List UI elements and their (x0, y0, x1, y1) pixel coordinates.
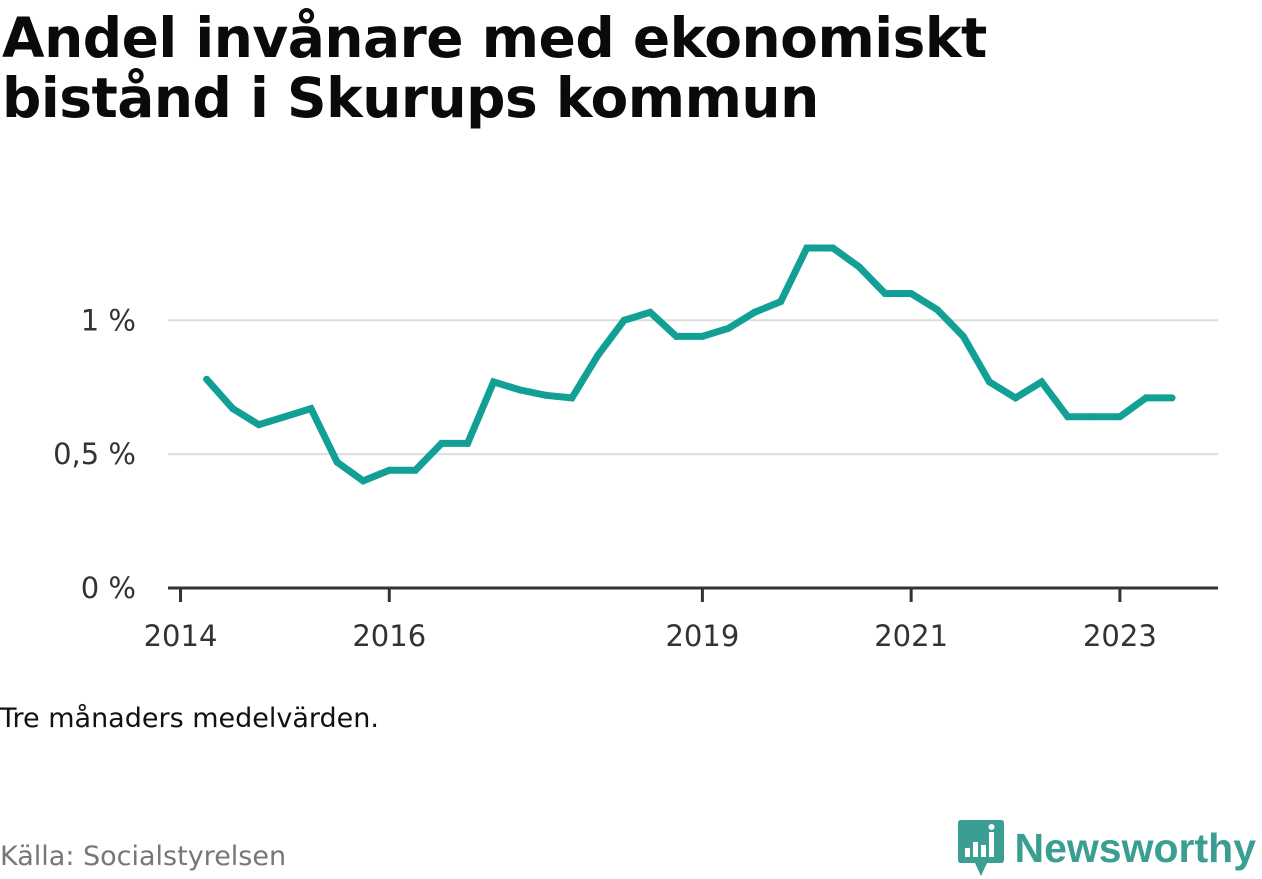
source-credit: Källa: Socialstyrelsen (0, 841, 287, 872)
data-point (385, 466, 393, 474)
data-point (307, 405, 315, 413)
y-tick-label: 1 % (81, 303, 136, 337)
x-tick-label: 2014 (144, 619, 218, 653)
data-point (698, 332, 706, 340)
newsworthy-logo: Newsworthy (957, 818, 1257, 878)
gridlines (168, 319, 1218, 456)
data-point (829, 244, 837, 252)
newsworthy-logo-icon (957, 820, 1004, 876)
x-axis (168, 586, 1218, 602)
x-tick-label: 2019 (665, 619, 739, 653)
data-point (203, 375, 211, 383)
data-point (568, 394, 576, 402)
line-chart: 0 % 0,5 % 1 % 2014 2016 2019 2021 2023 (53, 244, 1218, 653)
data-point (855, 263, 863, 271)
data-point (751, 308, 759, 316)
y-axis-labels: 0 % 0,5 % 1 % (53, 303, 136, 605)
data-point (1116, 413, 1124, 421)
data-point (777, 298, 785, 306)
data-point (881, 290, 889, 297)
data-point (542, 391, 550, 399)
x-tick-label: 2023 (1083, 619, 1157, 653)
data-point (490, 378, 498, 386)
y-tick-label: 0,5 % (53, 437, 136, 471)
data-point (281, 413, 289, 421)
data-point (646, 308, 654, 316)
data-point (620, 316, 628, 324)
data-point (1012, 394, 1019, 402)
data-point (985, 378, 993, 386)
data-point (1142, 394, 1150, 402)
data-point (229, 405, 237, 413)
data-point (359, 477, 367, 485)
data-point (411, 466, 419, 474)
data-point (594, 351, 602, 359)
brand-name: Newsworthy (1014, 824, 1257, 871)
data-point (438, 439, 445, 447)
data-point (933, 306, 941, 314)
chart-title: Andel invånare med ekonomiskt bistånd i … (2, 6, 987, 130)
x-tick-label: 2016 (352, 619, 426, 653)
data-point (907, 290, 915, 297)
series-line (203, 244, 1173, 485)
data-point (959, 332, 967, 340)
x-axis-labels: 2014 2016 2019 2021 2023 (144, 619, 1157, 653)
y-tick-label: 0 % (81, 571, 136, 605)
data-point (516, 386, 524, 394)
data-point (803, 244, 811, 252)
data-point (1090, 413, 1098, 421)
x-tick-label: 2021 (874, 619, 948, 653)
chart-note: Tre månaders medelvärden. (0, 703, 379, 734)
data-point (1038, 378, 1046, 386)
data-point (464, 439, 472, 447)
data-point (333, 458, 341, 466)
data-point (672, 332, 680, 340)
data-point (725, 324, 732, 332)
data-point (1064, 413, 1072, 421)
series-layer (203, 244, 1176, 485)
data-point (1168, 394, 1176, 402)
data-point (255, 421, 263, 429)
